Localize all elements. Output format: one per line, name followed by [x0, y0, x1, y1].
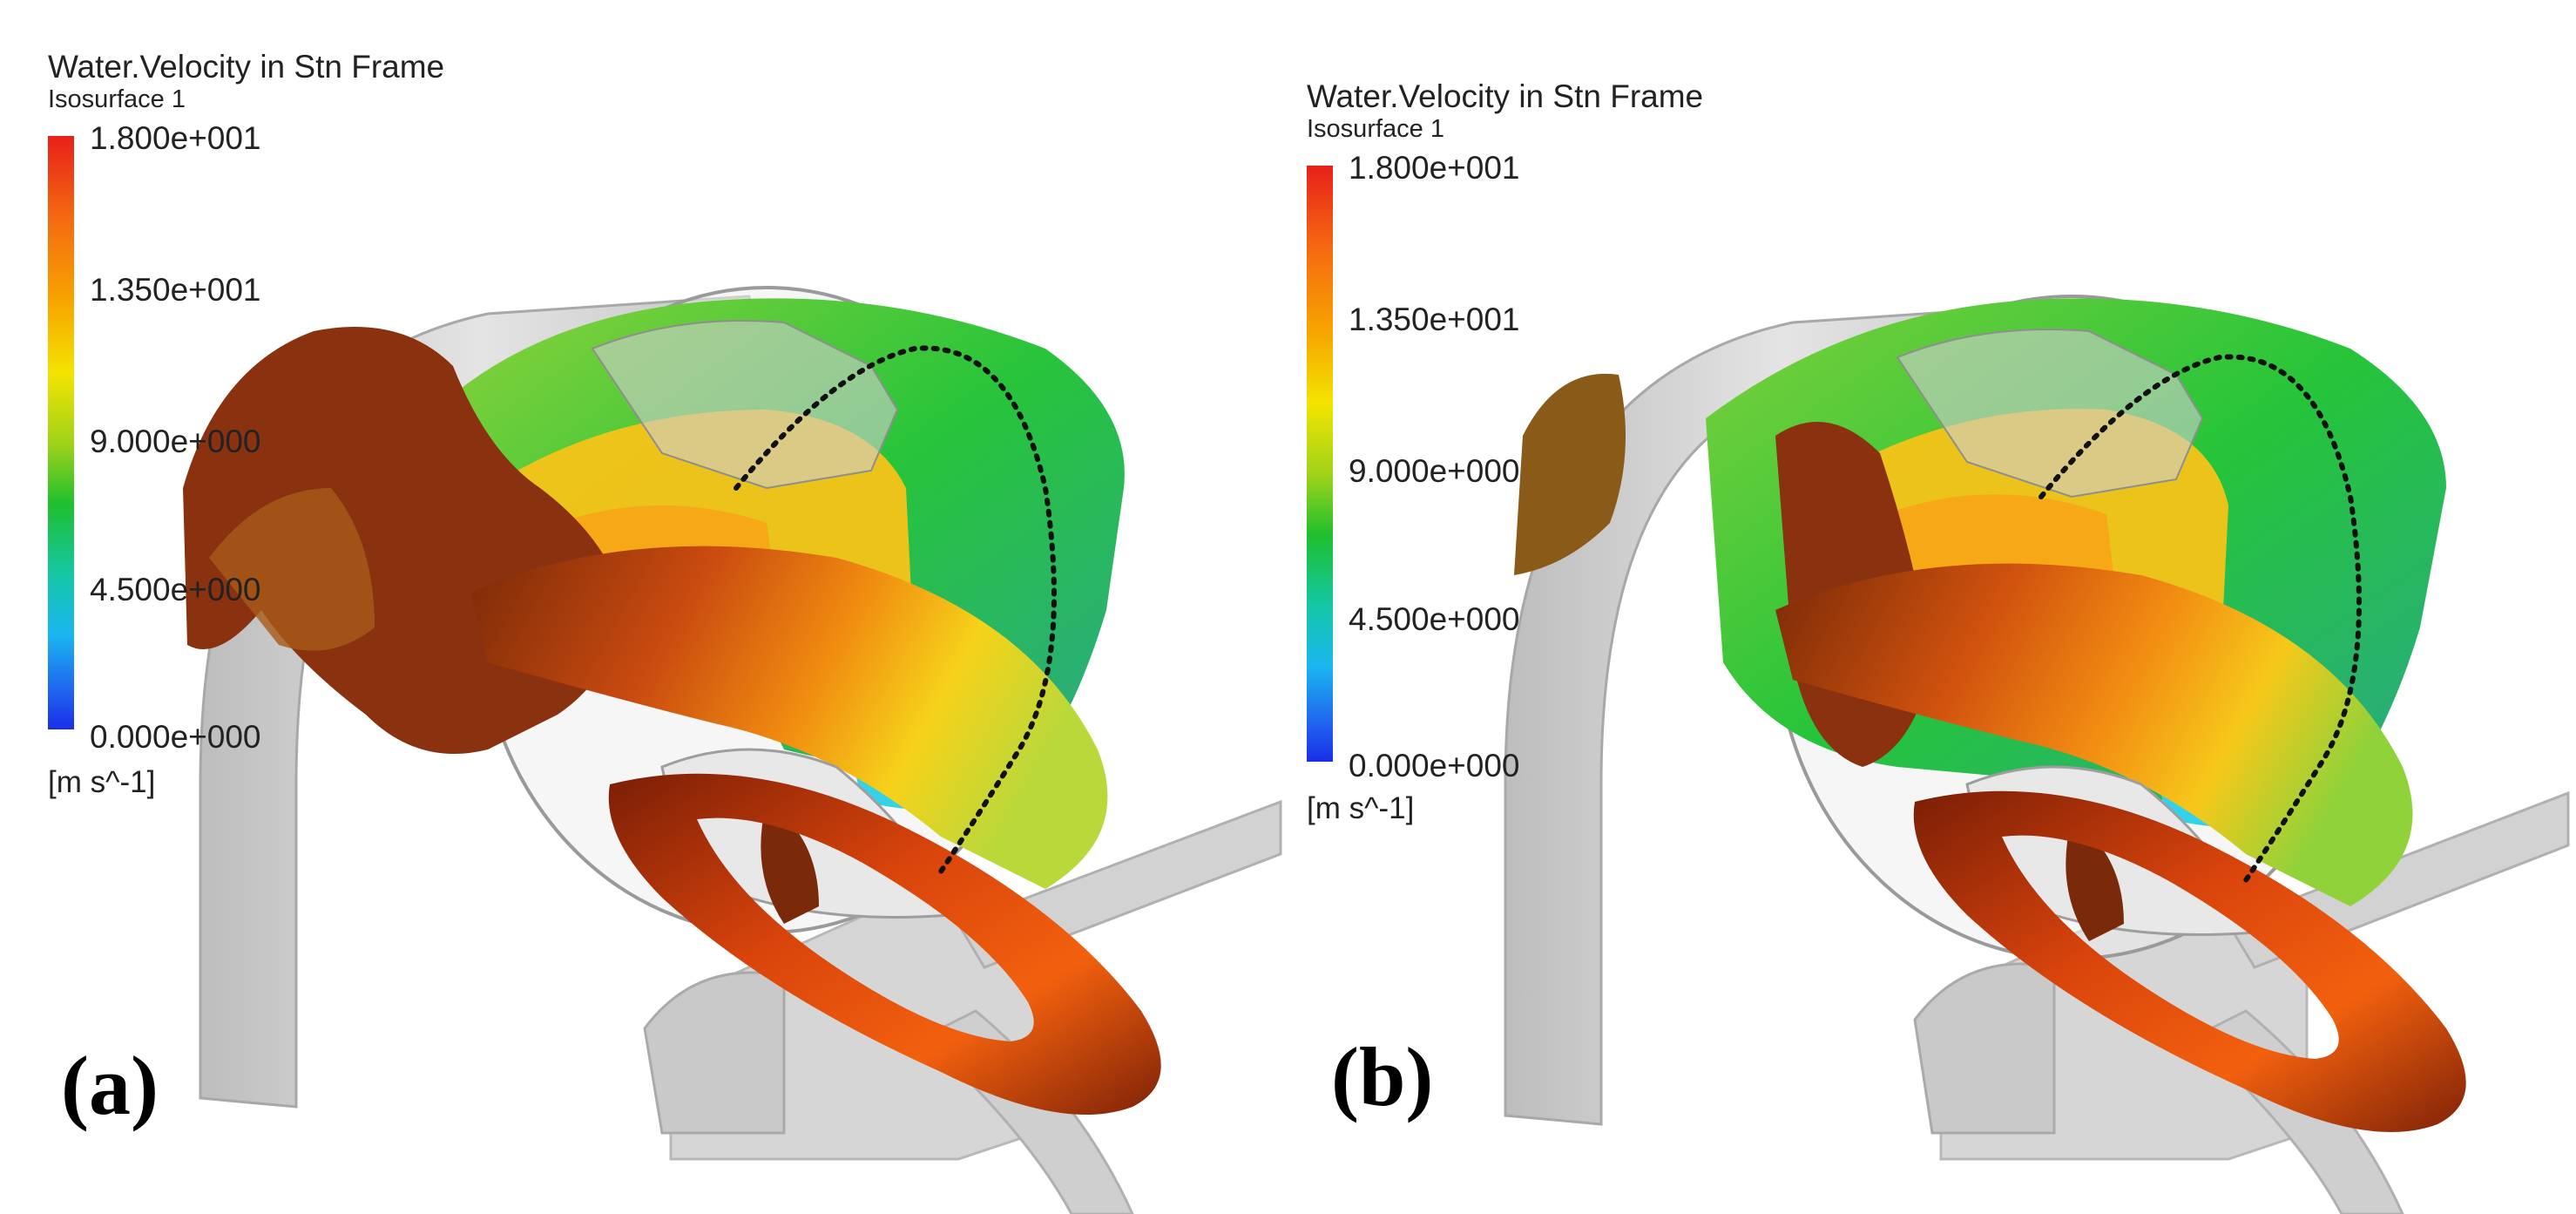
tick-mid: 9.000e+000 — [1349, 453, 1520, 489]
flow-disk — [1913, 790, 2466, 1132]
panel-label: (b) — [1331, 1030, 1434, 1123]
tick-max: 1.800e+001 — [1349, 150, 1520, 186]
tick-mid: 9.000e+000 — [90, 424, 261, 459]
legend-title: Water.Velocity in Stn Frame — [48, 49, 445, 85]
legend-subtitle: Isosurface 1 — [48, 85, 186, 113]
flow-sheet — [1775, 563, 2413, 906]
flow-sheet — [470, 546, 1108, 889]
colorbar — [1307, 166, 1333, 762]
panel-b: Water.Velocity in Stn Frame Isosurface 1… — [1288, 0, 2575, 1214]
tick-upper: 1.350e+001 — [1349, 302, 1520, 337]
dotted-curve — [2038, 354, 2362, 883]
tick-max: 1.800e+001 — [90, 120, 261, 156]
unit-label: [m s^-1] — [48, 765, 156, 799]
unit-label: [m s^-1] — [1307, 791, 1415, 825]
flow-disk — [608, 773, 1161, 1115]
tick-min: 0.000e+000 — [1349, 748, 1520, 783]
tick-lower: 4.500e+000 — [1349, 601, 1520, 637]
tick-lower: 4.500e+000 — [90, 572, 261, 607]
cfd-render-a — [183, 286, 1282, 1214]
tick-upper: 1.350e+001 — [90, 272, 261, 308]
dotted-curve — [734, 345, 1057, 874]
cfd-render-b — [1504, 295, 2570, 1214]
panel-a: Water.Velocity in Stn Frame Isosurface 1… — [48, 49, 1282, 1214]
legend-title: Water.Velocity in Stn Frame — [1307, 78, 1704, 114]
pipe-arch — [1504, 303, 2065, 1126]
colorbar — [48, 136, 74, 729]
panel-label: (a) — [61, 1039, 159, 1132]
legend-subtitle: Isosurface 1 — [1307, 115, 1444, 143]
tick-min: 0.000e+000 — [90, 719, 261, 755]
